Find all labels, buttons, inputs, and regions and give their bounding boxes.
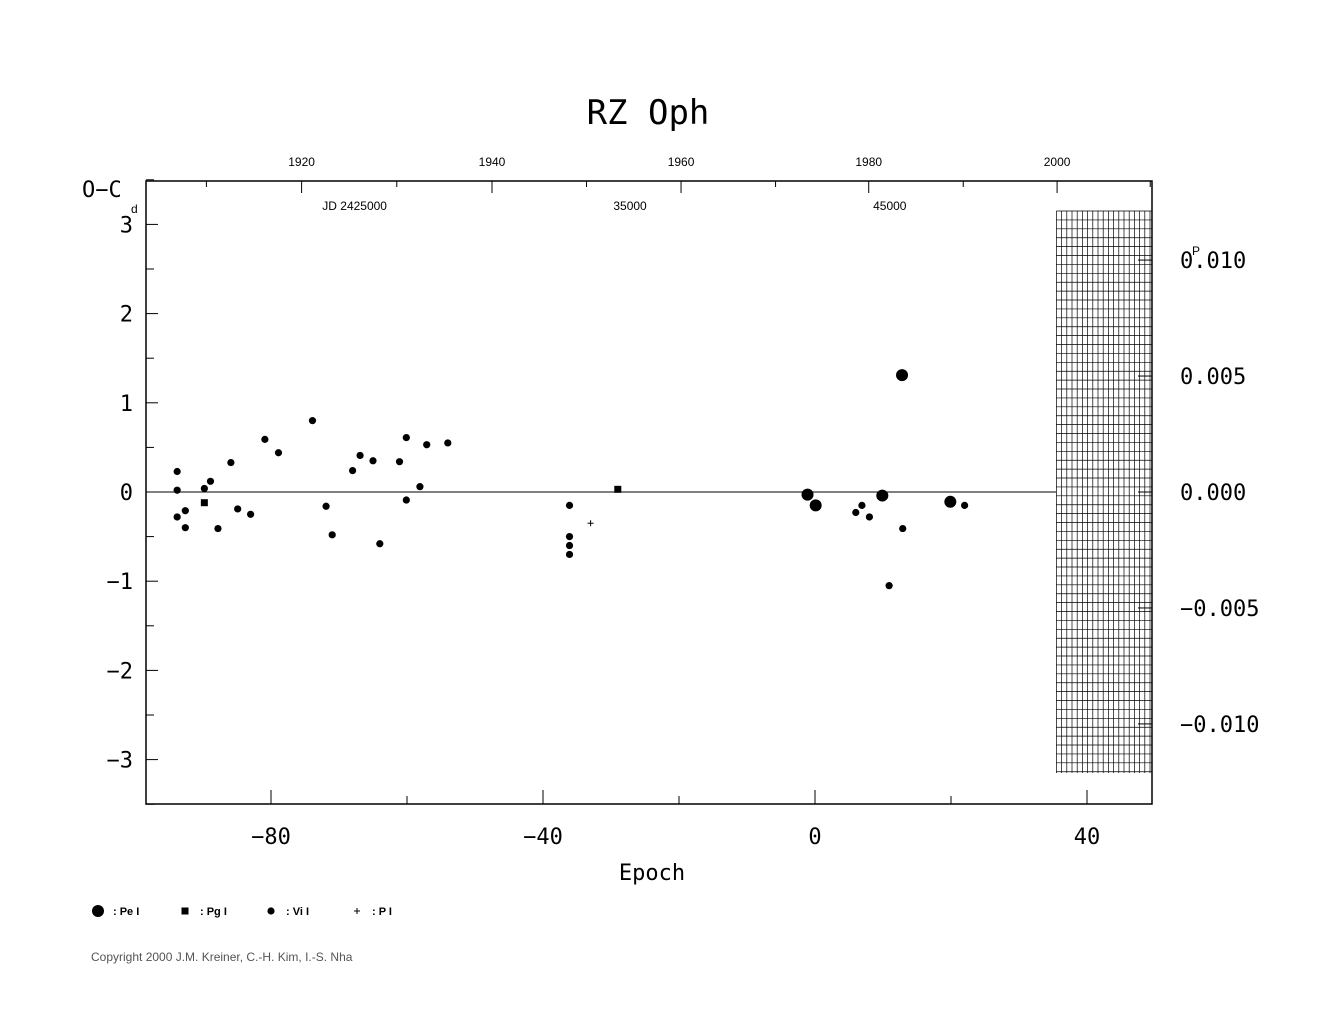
copyright-text: Copyright 2000 J.M. Kreiner, C.-H. Kim, … xyxy=(91,950,353,964)
data-point-small-dot xyxy=(173,513,181,521)
axis-tick-labels: −80 −40 0 40 −3 −2 −1 0 1 2 3d 0.010 0.005 0.000 −0.00… xyxy=(107,155,1260,850)
data-point-small-dot xyxy=(395,458,404,466)
y-unit-label: d xyxy=(131,202,138,216)
data-point-small-dot xyxy=(858,501,866,509)
x-tick-label: 40 xyxy=(1074,825,1101,850)
data-point-small-dot xyxy=(181,524,189,532)
data-point-small-dot xyxy=(261,435,269,443)
jd-label: 45000 xyxy=(873,199,907,213)
data-point-small-dot xyxy=(565,533,574,541)
data-point-small-dot xyxy=(369,457,377,465)
legend-marker-large-dot xyxy=(92,905,104,917)
data-point-small-dot xyxy=(423,441,431,449)
legend-marker-plus xyxy=(354,908,360,914)
y-tick-label: 3 xyxy=(120,213,133,238)
jd-label: JD 2425000 xyxy=(322,199,387,213)
top-year-label: 1960 xyxy=(668,155,695,169)
data-point-small-dot xyxy=(173,486,181,494)
hatched-region xyxy=(1056,210,1152,773)
data-point-small-dot xyxy=(322,502,330,510)
data-point-small-dot xyxy=(416,483,424,491)
legend: : Pe I : Pg I : Vi I : P I xyxy=(92,905,392,918)
y-tick-label: 2 xyxy=(120,303,133,328)
top-year-label: 1940 xyxy=(479,155,506,169)
data-point-small-dot xyxy=(234,505,242,513)
data-point-small-dot xyxy=(214,524,222,533)
legend-label: : Pg I xyxy=(200,906,227,918)
top-year-label: 2000 xyxy=(1044,155,1071,169)
data-point-small-dot xyxy=(565,541,574,550)
data-point-small-dot xyxy=(173,467,181,476)
y-tick-label: 0 xyxy=(120,481,133,506)
y-tick-label: −3 xyxy=(107,749,134,774)
y-axis-label: O−C xyxy=(82,178,122,203)
data-point-small-dot xyxy=(181,507,189,515)
data-point-small-dot xyxy=(852,508,860,517)
data-point-small-dot xyxy=(200,484,208,493)
right-tick-label: 0.010 xyxy=(1180,249,1246,274)
data-point-large-dot xyxy=(896,369,909,382)
data-points xyxy=(173,369,969,590)
data-point-small-dot xyxy=(376,540,384,548)
data-point-large-dot xyxy=(801,488,814,501)
right-tick-label: 0.000 xyxy=(1180,481,1246,506)
data-point-large-dot xyxy=(876,489,889,502)
data-point-square xyxy=(614,485,622,493)
axis-ticks xyxy=(146,179,1152,805)
right-tick-label: 0.005 xyxy=(1180,365,1246,390)
data-point-large-dot xyxy=(944,495,957,508)
data-point-small-dot xyxy=(565,501,574,509)
y-tick-label: −2 xyxy=(107,659,134,684)
legend-label: : Pe I xyxy=(113,906,139,918)
data-point-small-dot xyxy=(444,439,452,447)
data-point-small-dot xyxy=(865,513,874,521)
right-tick-label: −0.010 xyxy=(1180,713,1259,738)
data-point-small-dot xyxy=(961,501,969,509)
x-tick-label: −40 xyxy=(523,825,563,850)
data-point-small-dot xyxy=(899,524,907,533)
data-point-small-dot xyxy=(308,417,317,425)
jd-label: 35000 xyxy=(613,199,647,213)
data-point-small-dot xyxy=(402,496,410,504)
legend-label: : Vi I xyxy=(286,906,309,918)
data-point-small-dot xyxy=(565,550,574,559)
data-point-plus xyxy=(587,520,594,527)
x-tick-label: −80 xyxy=(251,825,291,850)
y-tick-label: 1 xyxy=(120,392,133,417)
chart-title: RZ Oph xyxy=(587,93,710,133)
right-tick-label: −0.005 xyxy=(1180,597,1259,622)
data-point-small-dot xyxy=(206,477,215,485)
x-tick-label: 0 xyxy=(808,825,821,850)
data-point-small-dot xyxy=(349,466,357,475)
data-point-small-dot xyxy=(247,510,255,518)
top-year-label: 1980 xyxy=(855,155,882,169)
data-point-small-dot xyxy=(402,433,410,442)
data-point-small-dot xyxy=(227,458,235,467)
right-unit-label: P xyxy=(1192,244,1200,258)
top-year-label: 1920 xyxy=(288,155,315,169)
legend-label: : P I xyxy=(372,906,392,918)
data-point-small-dot xyxy=(885,582,893,590)
legend-marker-small-dot xyxy=(267,907,275,915)
data-point-small-dot xyxy=(328,531,336,539)
data-point-square xyxy=(200,499,208,507)
data-point-small-dot xyxy=(356,451,364,460)
data-point-large-dot xyxy=(809,499,822,512)
x-axis-label: Epoch xyxy=(619,861,685,886)
legend-marker-square xyxy=(181,907,189,915)
data-point-small-dot xyxy=(274,449,283,457)
y-tick-label: −1 xyxy=(107,570,134,595)
